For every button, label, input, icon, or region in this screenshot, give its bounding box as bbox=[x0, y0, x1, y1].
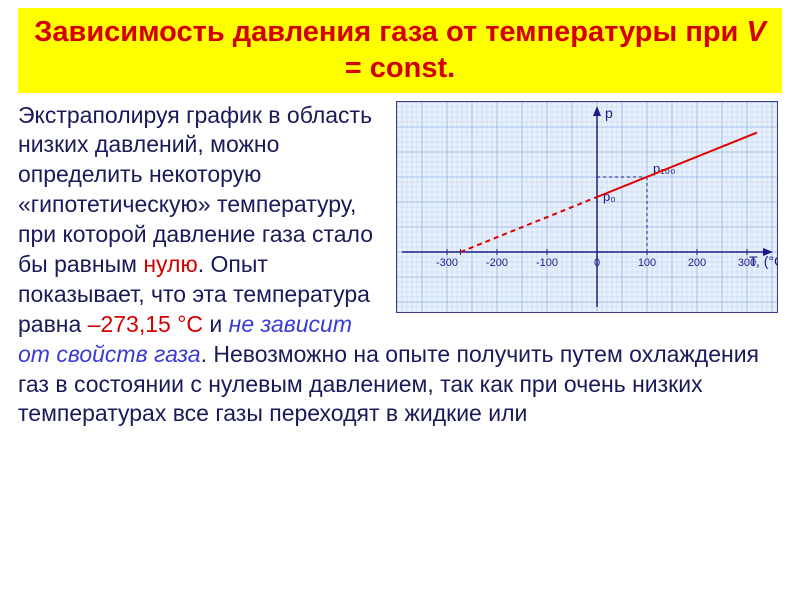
svg-text:0: 0 bbox=[594, 257, 600, 269]
svg-text:100: 100 bbox=[638, 257, 656, 269]
body-p3: и bbox=[203, 311, 229, 337]
title-part1: Зависимость давления газа от температуры… bbox=[34, 16, 746, 48]
title-box: Зависимость давления газа от температуры… bbox=[18, 8, 782, 93]
pressure-temperature-chart: -300-200-1000100200300T, (°C)pp₁₀₀p₀ bbox=[396, 101, 778, 313]
svg-text:p: p bbox=[605, 105, 613, 121]
body-zero: нулю bbox=[143, 251, 197, 277]
svg-text:-300: -300 bbox=[436, 257, 458, 269]
svg-text:T, (°C): T, (°C) bbox=[749, 253, 777, 269]
title-part2: = const. bbox=[345, 52, 455, 84]
svg-text:200: 200 bbox=[688, 257, 706, 269]
svg-text:-200: -200 bbox=[486, 257, 508, 269]
body-temp: –273,15 °C bbox=[88, 311, 203, 337]
content: -300-200-1000100200300T, (°C)pp₁₀₀p₀ Экс… bbox=[18, 101, 782, 430]
svg-text:-100: -100 bbox=[536, 257, 558, 269]
title-var: V bbox=[746, 16, 765, 48]
